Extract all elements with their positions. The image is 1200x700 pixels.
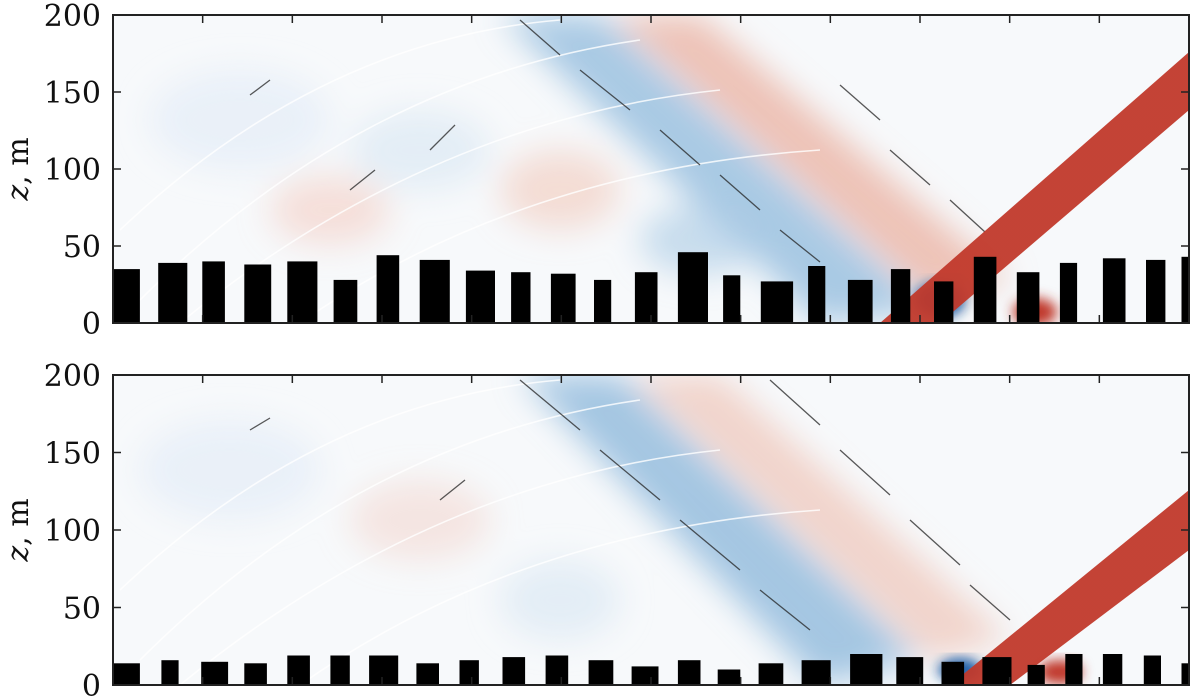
y-tick-label: 50	[63, 592, 101, 627]
building-bar-21	[973, 256, 997, 323]
building-bar-5	[287, 655, 310, 685]
building-bar-12	[594, 279, 612, 323]
building-bar-16	[760, 281, 794, 323]
building-bar-25	[1143, 655, 1161, 685]
building-bar-12	[588, 660, 614, 685]
field-bottom	[113, 375, 1189, 685]
building-bar-2	[158, 262, 188, 323]
shock-streaks	[249, 19, 986, 263]
y-axis-label: z, m	[1, 498, 36, 562]
building-bar-13	[634, 272, 658, 323]
building-bar-23	[1059, 262, 1078, 323]
wave-arcs	[119, 379, 821, 685]
building-bar-4	[244, 264, 272, 323]
panel-bottom: 0 50 100 150 200 z, m	[1, 359, 1190, 700]
field-top	[113, 15, 1189, 323]
buildings-bottom	[113, 654, 1189, 685]
y-tick-label: 100	[44, 514, 101, 549]
building-bar-3	[201, 661, 229, 685]
y-tick-label: 200	[44, 0, 101, 34]
y-axis-label: z, m	[1, 137, 36, 201]
y-tick-label: 100	[44, 153, 101, 188]
y-axis-ticks: 0 50 100 150 200	[44, 0, 1189, 342]
building-bar-1	[113, 269, 140, 323]
y-tick-label: 0	[82, 307, 101, 342]
building-bar-2	[161, 660, 179, 685]
panel-top: 0 50 100 150 200 z, m	[1, 0, 1190, 342]
building-bar-11	[550, 273, 576, 323]
y-tick-label: 150	[44, 76, 101, 111]
building-bar-10	[511, 272, 531, 323]
building-bar-7	[376, 255, 400, 323]
building-bar-5	[287, 261, 318, 323]
building-bar-17	[801, 660, 831, 685]
building-bar-23	[1065, 654, 1083, 685]
plume	[950, 490, 1189, 685]
building-bar-1	[113, 663, 140, 685]
building-bar-6	[330, 655, 350, 685]
building-bar-16	[758, 663, 784, 685]
building-bar-7	[369, 655, 399, 685]
y-tick-label: 150	[44, 437, 101, 472]
building-bar-15	[717, 669, 741, 685]
building-bar-14	[677, 252, 708, 323]
x-axis-ticks	[201, 15, 1101, 323]
building-bar-15	[723, 275, 741, 323]
field-blobs	[140, 375, 1010, 685]
building-bar-4	[244, 663, 267, 685]
building-bar-14	[677, 660, 701, 685]
building-bar-21	[982, 657, 1012, 685]
buildings-top	[113, 252, 1189, 323]
building-bar-6	[333, 279, 358, 323]
building-bar-18	[847, 279, 873, 323]
building-bar-13	[631, 666, 659, 685]
building-bar-3	[202, 261, 225, 323]
y-axis-ticks: 0 50 100 150 200	[44, 359, 1189, 700]
y-tick-label: 50	[63, 230, 101, 265]
building-bar-18	[850, 654, 883, 685]
y-tick-label: 200	[44, 359, 101, 394]
building-bar-24	[1102, 258, 1126, 323]
building-bar-20	[934, 281, 954, 323]
building-bar-19	[890, 269, 911, 323]
building-bar-24	[1102, 654, 1123, 685]
plume	[880, 52, 1189, 323]
building-bar-22	[1016, 272, 1040, 323]
building-bar-8	[416, 663, 439, 685]
building-bar-26	[1181, 663, 1189, 685]
building-bar-11	[545, 655, 569, 685]
building-bar-22	[1027, 664, 1045, 685]
building-bar-9	[459, 660, 479, 685]
shock-streaks	[249, 379, 1011, 631]
building-bar-19	[896, 657, 924, 685]
building-bar-20	[941, 661, 965, 685]
building-bar-8	[419, 259, 450, 323]
x-axis-ticks	[201, 375, 1101, 685]
building-bar-26	[1181, 256, 1189, 323]
building-bar-17	[808, 266, 826, 323]
building-bar-25	[1146, 259, 1166, 323]
y-tick-label: 0	[82, 669, 101, 700]
building-bar-10	[502, 657, 526, 685]
building-bar-9	[465, 270, 495, 323]
